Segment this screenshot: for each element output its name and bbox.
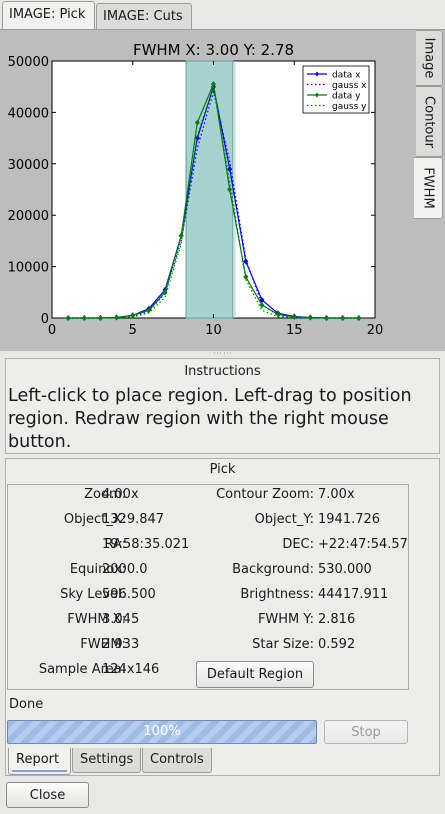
close-button[interactable]: Close <box>6 782 89 808</box>
close-label: Close <box>29 788 66 803</box>
dec-value: +22:47:54.57 <box>318 537 408 552</box>
tab-contour[interactable]: Contour <box>416 86 443 157</box>
data-point-data-y <box>211 81 216 88</box>
default-region-button[interactable]: Default Region <box>196 661 314 688</box>
pick-title: Pick <box>209 462 236 477</box>
ra-label: RA: <box>104 537 126 552</box>
report-panel <box>7 484 409 690</box>
object-y-label: Object_Y: <box>254 512 314 527</box>
x-tick-label: 0 <box>48 323 56 338</box>
x-tick-label: 5 <box>129 323 137 338</box>
data-point-data-x <box>227 165 233 172</box>
tab-image-cuts[interactable]: IMAGE: Cuts <box>96 3 192 29</box>
tab-image-label: Image <box>421 37 437 79</box>
contour-zoom-value: 7.00x <box>318 487 355 502</box>
tab-report-label: Report <box>16 752 60 767</box>
fwhm-label: FWHM: <box>80 637 126 652</box>
fwhm-plot: FWHM X: 3.00 Y: 2.78 0 5 10 15 20 0 10000 20000 3… <box>8 41 384 338</box>
y-tick-label: 30000 <box>8 158 49 173</box>
sky-level-value: 596.500 <box>102 587 156 602</box>
sample-area-value: 124x146 <box>102 662 160 677</box>
progress-bar: 100% <box>7 720 317 744</box>
data-point-data-y <box>291 313 297 320</box>
tab-settings-label: Settings <box>80 752 134 767</box>
data-point-data-y <box>194 119 200 126</box>
data-point-data-x <box>243 258 249 265</box>
zoom-value: 4.00x <box>102 487 139 502</box>
tab-fwhm[interactable]: FWHM <box>414 157 443 219</box>
data-point-data-y <box>259 302 265 309</box>
splitter-handle[interactable]: ⋯⋯ <box>213 349 233 359</box>
stop-button[interactable]: Stop <box>324 720 408 744</box>
data-point-data-y <box>162 289 168 296</box>
instructions-title: Instructions <box>184 364 261 379</box>
tab-report[interactable]: Report <box>8 748 71 775</box>
status-text: Done <box>9 697 44 712</box>
dec-label: DEC: <box>282 537 314 552</box>
data-point-data-y <box>130 312 136 319</box>
tab-image-pick-label: IMAGE: Pick <box>9 7 86 22</box>
tab-controls-label: Controls <box>150 752 204 767</box>
tab-contour-label: Contour <box>421 95 437 148</box>
progress-label: 100% <box>143 724 181 739</box>
instructions-frame <box>5 358 440 454</box>
fwhm-x-value: 3.045 <box>102 612 140 627</box>
x-tick-label: 20 <box>367 323 384 338</box>
object-y-value: 1941.726 <box>318 512 381 527</box>
zoom-label: Zoom: <box>84 487 126 502</box>
instructions-text: Left-click to place region. Left-drag to… <box>8 386 412 452</box>
x-tick-label: 15 <box>286 323 303 338</box>
brightness-label: Brightness: <box>240 587 314 602</box>
legend-marker <box>315 92 319 98</box>
y-tick-label: 0 <box>41 312 49 327</box>
x-tick-label: 10 <box>205 323 222 338</box>
y-tick-label: 10000 <box>8 261 49 276</box>
default-region-label: Default Region <box>206 667 304 682</box>
tab-fwhm-label: FWHM <box>420 167 436 209</box>
legend-label: data x <box>332 71 361 81</box>
stop-label: Stop <box>351 725 381 740</box>
tab-controls[interactable]: Controls <box>142 748 212 773</box>
fwhm-value: 2.933 <box>102 637 140 652</box>
data-point-data-y <box>146 307 152 314</box>
brightness-value: 44417.911 <box>318 587 389 602</box>
data-point-data-y <box>356 315 362 321</box>
object-x-value: 1329.847 <box>102 512 165 527</box>
data-point-data-y <box>275 311 281 318</box>
data-point-data-y <box>227 186 233 193</box>
fwhm-x-label: FWHM X: <box>67 612 126 627</box>
ra-value: 19:58:35.021 <box>102 537 190 552</box>
equinox-value: 2000.0 <box>102 562 148 577</box>
y-tick-label: 20000 <box>8 209 49 224</box>
sky-level-label: Sky Level: <box>60 587 126 602</box>
object-x-label: Object_X: <box>63 512 126 527</box>
tab-image-cuts-label: IMAGE: Cuts <box>103 9 183 24</box>
background-value: 530.000 <box>318 562 372 577</box>
y-tick-label: 50000 <box>8 55 49 70</box>
background-label: Background: <box>232 562 314 577</box>
y-tick-label: 40000 <box>8 106 49 121</box>
data-point-data-y <box>65 315 71 321</box>
fwhm-y-label: FWHM Y: <box>257 612 314 627</box>
contour-zoom-label: Contour Zoom: <box>216 487 314 502</box>
series-line-gauss-y <box>68 86 359 319</box>
tab-settings[interactable]: Settings <box>72 748 141 773</box>
legend-marker <box>315 71 319 77</box>
tab-image-pick[interactable]: IMAGE: Pick <box>2 1 95 29</box>
star-size-label: Star Size: <box>252 637 314 652</box>
star-size-value: 0.592 <box>318 637 356 652</box>
tab-image[interactable]: Image <box>416 30 443 86</box>
chart-title: FWHM X: 3.00 Y: 2.78 <box>133 41 294 59</box>
legend-label: data y <box>332 92 361 102</box>
fwhm-y-value: 2.816 <box>318 612 356 627</box>
legend-label: gauss y <box>332 102 367 112</box>
equinox-label: Equinox: <box>69 562 126 577</box>
legend-label: gauss x <box>332 81 367 91</box>
sample-area-label: Sample Area: <box>38 662 126 677</box>
